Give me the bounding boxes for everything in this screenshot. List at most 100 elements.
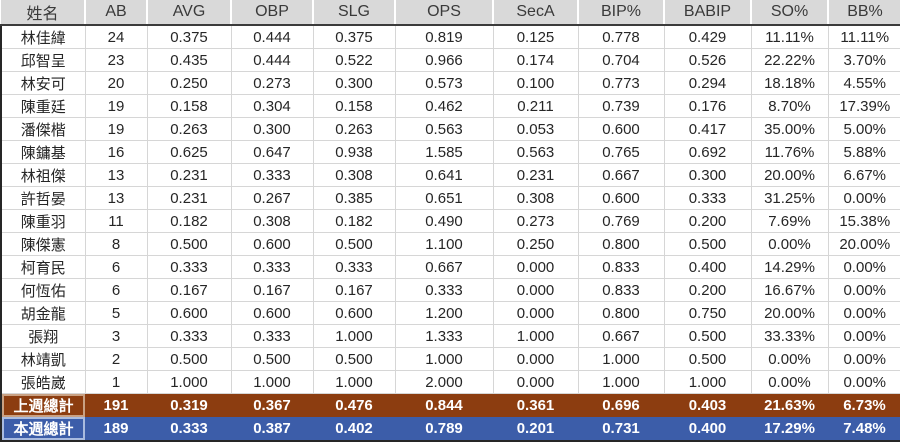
summary-stat-cell[interactable]: 191	[85, 393, 147, 417]
stat-cell[interactable]: 0.300	[664, 163, 752, 187]
stat-cell[interactable]: 33.33%	[751, 324, 829, 348]
column-header-seca[interactable]: SecA	[493, 0, 579, 26]
stat-cell[interactable]: 0.333	[231, 324, 314, 348]
column-header-avg[interactable]: AVG	[147, 0, 232, 26]
stat-cell[interactable]: 0.176	[664, 94, 752, 118]
stat-cell[interactable]: 0.231	[493, 163, 579, 187]
stat-cell[interactable]: 0.500	[313, 232, 396, 256]
column-header-bip[interactable]: BIP%	[578, 0, 665, 26]
stat-cell[interactable]: 0.250	[493, 232, 579, 256]
stat-cell[interactable]: 0.651	[395, 186, 494, 210]
stat-cell[interactable]: 0.182	[313, 209, 396, 233]
stat-cell[interactable]: 0.573	[395, 71, 494, 95]
stat-cell[interactable]: 0.667	[578, 163, 665, 187]
column-header-ops[interactable]: OPS	[395, 0, 494, 26]
stat-cell[interactable]: 0.462	[395, 94, 494, 118]
summary-stat-cell[interactable]: 0.402	[313, 417, 395, 442]
stat-cell[interactable]: 0.00%	[828, 370, 900, 394]
stat-cell[interactable]: 0.500	[147, 232, 232, 256]
stat-cell[interactable]: 1.000	[578, 370, 665, 394]
player-name-cell[interactable]: 林祖傑	[0, 163, 86, 187]
stat-cell[interactable]: 1.000	[313, 370, 396, 394]
stat-cell[interactable]: 0.304	[231, 94, 314, 118]
stat-cell[interactable]: 2.000	[395, 370, 494, 394]
stat-cell[interactable]: 31.25%	[751, 186, 829, 210]
summary-stat-cell[interactable]: 0.844	[395, 393, 493, 417]
stat-cell[interactable]: 0.200	[664, 209, 752, 233]
stat-cell[interactable]: 0.167	[231, 278, 314, 302]
stat-cell[interactable]: 1.000	[313, 324, 396, 348]
stat-cell[interactable]: 0.800	[578, 301, 665, 325]
stat-cell[interactable]: 0.308	[493, 186, 579, 210]
stat-cell[interactable]: 16	[85, 140, 148, 164]
stat-cell[interactable]: 13	[85, 163, 148, 187]
stat-cell[interactable]: 0.00%	[828, 186, 900, 210]
summary-stat-cell[interactable]: 189	[85, 417, 147, 442]
stat-cell[interactable]: 0.563	[395, 117, 494, 141]
player-name-cell[interactable]: 柯育民	[0, 255, 86, 279]
stat-cell[interactable]: 17.39%	[828, 94, 900, 118]
stat-cell[interactable]: 3.70%	[828, 48, 900, 72]
stat-cell[interactable]: 0.231	[147, 186, 232, 210]
stat-cell[interactable]: 0.211	[493, 94, 579, 118]
stat-cell[interactable]: 35.00%	[751, 117, 829, 141]
stat-cell[interactable]: 11.76%	[751, 140, 829, 164]
stat-cell[interactable]: 0.750	[664, 301, 752, 325]
stat-cell[interactable]: 0.600	[147, 301, 232, 325]
stat-cell[interactable]: 0.385	[313, 186, 396, 210]
player-name-cell[interactable]: 林靖凱	[0, 347, 86, 371]
stat-cell[interactable]: 0.647	[231, 140, 314, 164]
summary-label-cell[interactable]: 上週總計	[0, 393, 85, 417]
stat-cell[interactable]: 0.263	[147, 117, 232, 141]
stat-cell[interactable]: 0.000	[493, 301, 579, 325]
stat-cell[interactable]: 0.333	[313, 255, 396, 279]
player-name-cell[interactable]: 潘傑楷	[0, 117, 86, 141]
stat-cell[interactable]: 1.000	[147, 370, 232, 394]
stat-cell[interactable]: 0.429	[664, 25, 752, 49]
stat-cell[interactable]: 0.00%	[751, 347, 829, 371]
stat-cell[interactable]: 8	[85, 232, 148, 256]
stat-cell[interactable]: 0.500	[231, 347, 314, 371]
summary-stat-cell[interactable]: 0.367	[231, 393, 313, 417]
stat-cell[interactable]: 20.00%	[751, 163, 829, 187]
summary-stat-cell[interactable]: 0.387	[231, 417, 313, 442]
stat-cell[interactable]: 0.500	[313, 347, 396, 371]
stat-cell[interactable]: 0.333	[664, 186, 752, 210]
stat-cell[interactable]: 22.22%	[751, 48, 829, 72]
stat-cell[interactable]: 0.739	[578, 94, 665, 118]
stat-cell[interactable]: 0.00%	[828, 278, 900, 302]
stat-cell[interactable]: 18.18%	[751, 71, 829, 95]
player-name-cell[interactable]: 陳重廷	[0, 94, 86, 118]
stat-cell[interactable]: 0.174	[493, 48, 579, 72]
summary-stat-cell[interactable]: 0.400	[664, 417, 751, 442]
stat-cell[interactable]: 0.250	[147, 71, 232, 95]
stat-cell[interactable]: 0.938	[313, 140, 396, 164]
stat-cell[interactable]: 11.11%	[751, 25, 829, 49]
stat-cell[interactable]: 20.00%	[828, 232, 900, 256]
column-header-babip[interactable]: BABIP	[664, 0, 752, 26]
player-name-cell[interactable]: 林佳緯	[0, 25, 86, 49]
stat-cell[interactable]: 0.273	[493, 209, 579, 233]
stat-cell[interactable]: 0.273	[231, 71, 314, 95]
stat-cell[interactable]: 1.585	[395, 140, 494, 164]
summary-stat-cell[interactable]: 0.201	[493, 417, 578, 442]
summary-label-cell[interactable]: 本週總計	[0, 417, 85, 442]
stat-cell[interactable]: 1.333	[395, 324, 494, 348]
stat-cell[interactable]: 0.692	[664, 140, 752, 164]
stat-cell[interactable]: 19	[85, 94, 148, 118]
stat-cell[interactable]: 0.267	[231, 186, 314, 210]
player-name-cell[interactable]: 許哲晏	[0, 186, 86, 210]
stat-cell[interactable]: 0.500	[147, 347, 232, 371]
stat-cell[interactable]: 5.00%	[828, 117, 900, 141]
summary-stat-cell[interactable]: 17.29%	[751, 417, 828, 442]
stat-cell[interactable]: 0.00%	[751, 370, 829, 394]
stat-cell[interactable]: 0.563	[493, 140, 579, 164]
stat-cell[interactable]: 0.167	[313, 278, 396, 302]
stat-cell[interactable]: 3	[85, 324, 148, 348]
summary-stat-cell[interactable]: 0.361	[493, 393, 578, 417]
stat-cell[interactable]: 20.00%	[751, 301, 829, 325]
summary-stat-cell[interactable]: 0.696	[578, 393, 664, 417]
stat-cell[interactable]: 0.000	[493, 370, 579, 394]
player-name-cell[interactable]: 張皓崴	[0, 370, 86, 394]
stat-cell[interactable]: 0.778	[578, 25, 665, 49]
